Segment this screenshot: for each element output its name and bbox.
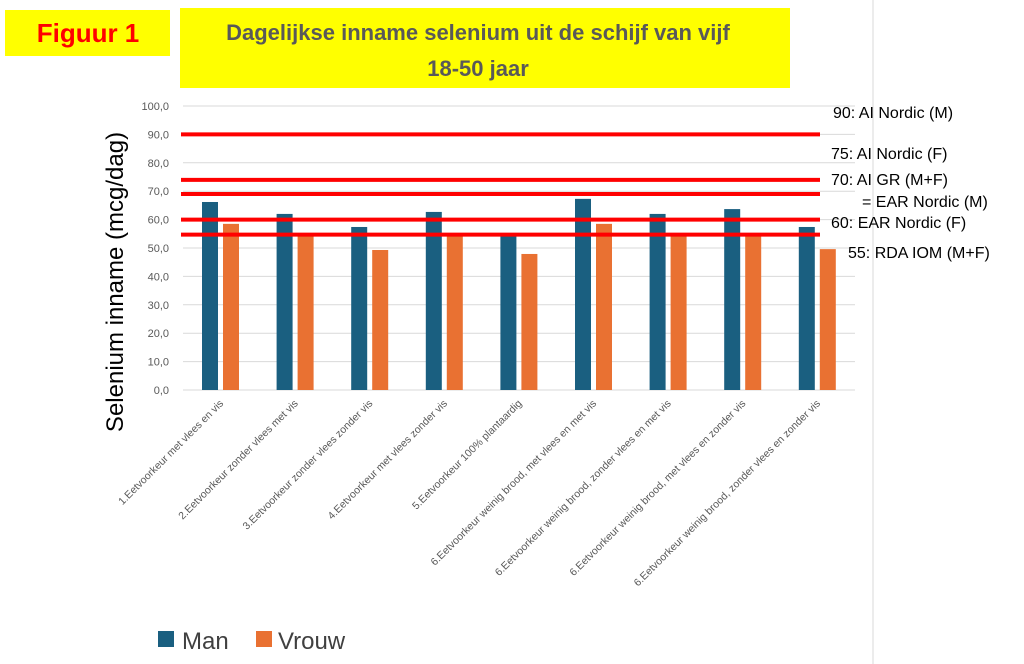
category-label: 6.Eetvoorkeur weinig brood, met vlees en… [428,398,599,569]
bar-man [724,209,741,390]
legend-swatch-man [158,631,174,647]
bar-vrouw [297,235,314,390]
bar-man [500,235,517,390]
category-label: 6.Eetvoorkeur weinig brood, zonder vlees… [493,398,674,579]
bar-vrouw [446,233,463,390]
y-tick-label: 50,0 [148,243,169,255]
bar-vrouw [372,249,389,390]
y-tick-label: 0,0 [154,385,169,397]
category-label: 6.Eetvoorkeur weinig brood, met vlees en… [567,398,748,579]
chart-title: Dagelijkse inname selenium uit de schijf… [226,20,730,45]
y-tick-label: 70,0 [148,186,169,198]
bar-vrouw [596,223,612,390]
reference-label: 70: AI GR (M+F) [831,172,948,189]
y-tick-label: 80,0 [148,158,169,170]
reference-label: 75: AI Nordic (F) [831,146,947,163]
y-tick-label: 40,0 [148,271,169,283]
legend-swatch-vrouw [256,631,272,647]
title-box [180,8,790,88]
bar-vrouw [745,233,762,390]
bar-vrouw [819,249,836,390]
y-tick-label: 90,0 [148,129,169,141]
y-tick-label: 20,0 [148,328,169,340]
bar-man [425,211,442,390]
bar-man [798,226,815,390]
bar-man [202,201,218,390]
y-tick-label: 30,0 [148,300,169,312]
bar-man [351,226,368,390]
figure-label: Figuur 1 [37,18,140,48]
y-tick-label: 10,0 [148,357,169,369]
chart-subtitle: 18-50 jaar [427,56,529,81]
bar-man [649,213,666,390]
reference-label: 90: AI Nordic (M) [833,105,953,122]
reference-label: = EAR Nordic (M) [862,194,988,211]
reference-label: 55: RDA IOM (M+F) [848,245,990,262]
legend-label-vrouw: Vrouw [278,628,346,655]
category-label: 4.Eetvoorkeur met vlees zonder vis [325,398,449,522]
category-label: 3.Eetvoorkeur zonder vlees zonder vis [241,398,376,533]
legend-label-man: Man [182,628,229,655]
reference-label: 60: EAR Nordic (F) [831,215,966,232]
y-tick-label: 60,0 [148,215,169,227]
y-tick-label: 100,0 [141,101,169,113]
bar-vrouw [223,223,239,390]
figure-label-box [5,10,170,56]
bar-vrouw [670,233,687,390]
bar-vrouw [521,253,538,390]
bar-man [276,213,293,390]
y-axis-label: Selenium inname (mcg/dag) [102,132,129,432]
bar-man [575,198,591,390]
category-label: 2.Eetvoorkeur zonder vlees met vis [176,398,300,522]
